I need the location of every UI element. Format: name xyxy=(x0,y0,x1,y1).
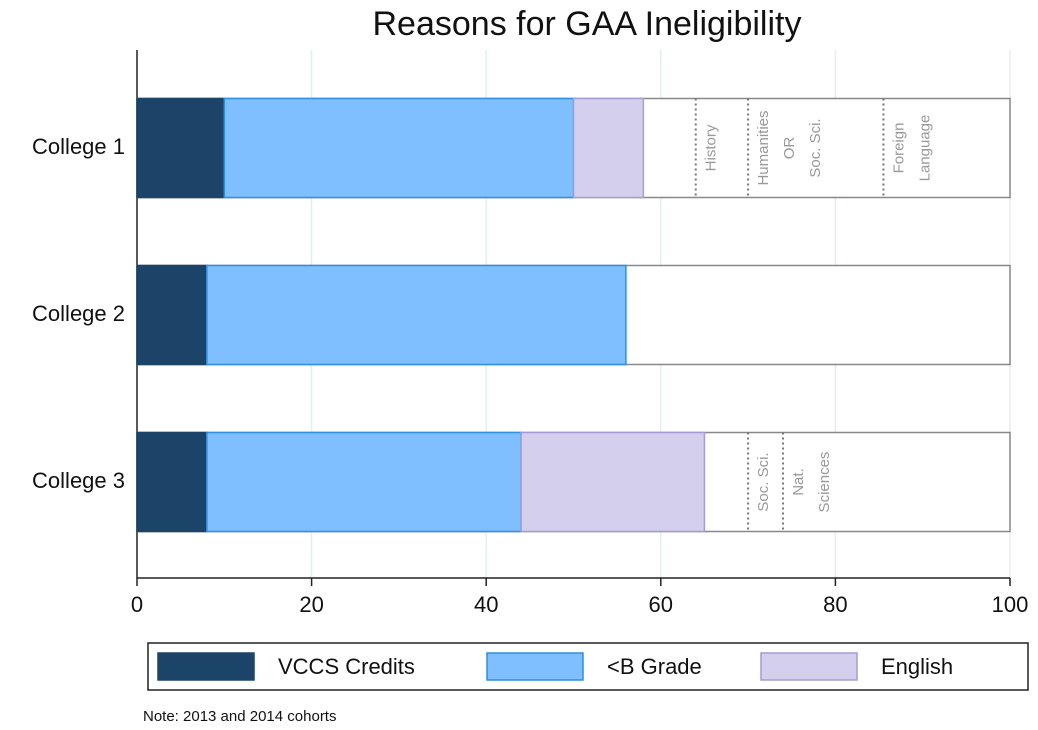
annotation-text: Soc. Sci. xyxy=(807,118,824,177)
legend-swatch xyxy=(486,652,584,681)
bar-segment xyxy=(520,431,706,533)
bar-segment xyxy=(206,264,627,366)
annotation-text: Language xyxy=(916,115,933,182)
bar-segment xyxy=(572,97,645,199)
annotation-text: Foreign xyxy=(890,123,907,174)
bar-segment xyxy=(206,431,522,533)
legend-label: <B Grade xyxy=(607,654,702,679)
y-tick-label: College 1 xyxy=(32,134,125,159)
x-tick-label: 0 xyxy=(131,592,143,617)
note: Note: 2013 and 2014 cohorts xyxy=(143,708,336,725)
annotation-text: Sciences xyxy=(816,452,833,513)
x-tick-label: 100 xyxy=(992,592,1029,617)
bar-segment xyxy=(136,97,226,199)
annotation-text: History xyxy=(703,124,720,171)
annotation-text: Humanities xyxy=(755,110,772,185)
annotation-text: Nat. xyxy=(790,468,807,496)
legend-label: English xyxy=(881,654,953,679)
bar-segment xyxy=(136,264,208,366)
bar-segment xyxy=(223,97,575,199)
legend-box xyxy=(147,642,1029,691)
annotation-text: Soc. Sci. xyxy=(755,452,772,511)
x-tick-label: 40 xyxy=(474,592,498,617)
annotation-text: OR xyxy=(781,137,798,160)
legend-swatch xyxy=(760,652,858,681)
legend-label: VCCS Credits xyxy=(278,654,415,679)
y-tick-label: College 3 xyxy=(32,468,125,493)
chart-title: Reasons for GAA Ineligibility xyxy=(373,5,802,43)
legend-swatch xyxy=(157,652,255,681)
x-tick-label: 80 xyxy=(823,592,847,617)
bar-segment xyxy=(136,431,208,533)
y-tick-label: College 2 xyxy=(32,301,125,326)
x-tick-label: 60 xyxy=(649,592,673,617)
x-tick-label: 20 xyxy=(299,592,323,617)
